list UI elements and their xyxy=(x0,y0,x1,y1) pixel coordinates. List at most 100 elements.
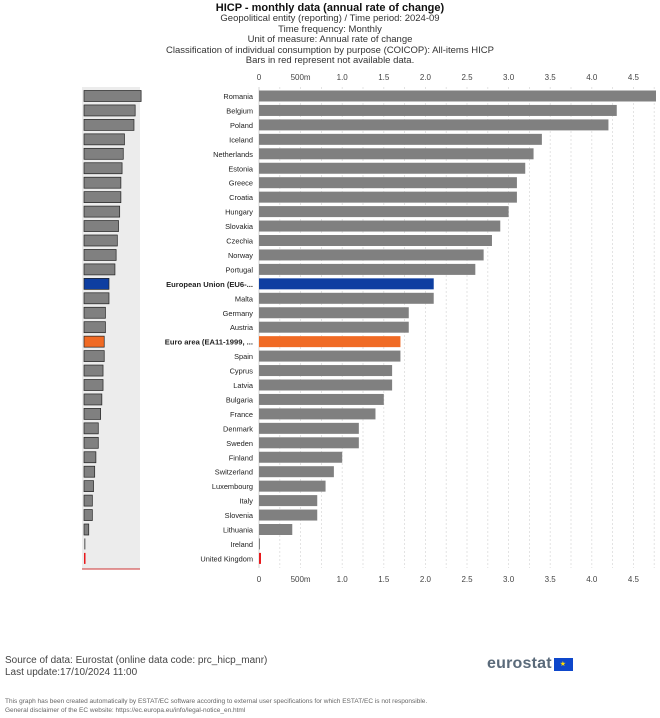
navigator-bar-6 xyxy=(83,176,122,189)
bar-16[interactable] xyxy=(259,321,409,333)
x-tick-label-top: 4.5 xyxy=(628,73,640,82)
category-label-30: Lithuania xyxy=(223,526,254,535)
x-tick-label-bottom: 3.0 xyxy=(503,575,515,584)
eu-flag-icon: ★ xyxy=(553,657,573,671)
x-tick-label-top: 3.0 xyxy=(503,73,515,82)
x-tick-label-bottom: 1.5 xyxy=(378,575,390,584)
bar-15[interactable] xyxy=(259,307,409,319)
navigator-bar-7 xyxy=(83,191,122,203)
bar-27[interactable] xyxy=(259,480,326,492)
disclaimer-line-1: This graph has been created automaticall… xyxy=(5,698,428,705)
bar-9[interactable] xyxy=(259,220,501,232)
chart-subtitle-2: Time frequency: Monthly xyxy=(278,23,382,35)
navigator-bar-29 xyxy=(83,509,93,521)
x-tick-label-top: 0 xyxy=(257,73,262,82)
category-label-24: Sweden xyxy=(226,439,253,448)
bar-13[interactable] xyxy=(259,278,434,290)
x-tick-label-top: 1.5 xyxy=(378,73,390,82)
navigator-bar-30 xyxy=(83,523,90,536)
disclaimer: This graph has been created automaticall… xyxy=(5,697,427,715)
navigator-bar-20 xyxy=(83,379,104,391)
chart-title: HICP - monthly data (annual rate of chan… xyxy=(215,2,445,14)
category-label-15: Germany xyxy=(223,309,254,318)
navigator-bar-22 xyxy=(83,408,102,420)
navigator-bar-21 xyxy=(83,393,103,406)
bar-1[interactable] xyxy=(259,104,617,116)
bar-2[interactable] xyxy=(259,119,609,131)
chart-subtitle-5: Bars in red represent not available data… xyxy=(245,55,415,66)
bar-20[interactable] xyxy=(259,379,393,391)
bar-31[interactable] xyxy=(259,538,260,550)
eurostat-logo: eurostat ★ xyxy=(487,655,573,673)
x-tick-label-top: 2.5 xyxy=(461,73,473,82)
x-tick-label-top: 1.0 xyxy=(337,73,349,82)
navigator-bar-8 xyxy=(83,205,121,218)
category-label-16: Austria xyxy=(230,323,254,332)
category-label-26: Switzerland xyxy=(215,468,253,477)
navigator-bar-11 xyxy=(83,249,117,261)
bar-28[interactable] xyxy=(259,495,318,507)
last-update-text: Last update:17/10/2024 11:00 xyxy=(5,667,138,678)
x-tick-label-bottom: 3.5 xyxy=(545,575,557,584)
category-label-2: Poland xyxy=(230,121,253,130)
source-info: Source of data: Eurostat (online data co… xyxy=(5,655,267,679)
navigator-bar-5 xyxy=(83,162,123,175)
navigator-bar-32 xyxy=(84,552,86,564)
category-label-20: Latvia xyxy=(233,381,254,390)
category-label-22: France xyxy=(230,410,253,419)
bar-14[interactable] xyxy=(259,292,434,304)
bar-7[interactable] xyxy=(259,191,517,203)
bar-17[interactable] xyxy=(259,336,401,348)
category-label-4: Netherlands xyxy=(213,150,253,159)
bar-24[interactable] xyxy=(259,437,359,449)
chart-subtitle-4: Classification of individual consumption… xyxy=(166,44,494,56)
navigator-bar-1 xyxy=(83,104,136,117)
bar-3[interactable] xyxy=(259,133,542,145)
x-tick-label-top: 500m xyxy=(291,73,311,82)
x-tick-label-top: 2.0 xyxy=(420,73,432,82)
bar-32[interactable] xyxy=(259,552,261,564)
x-tick-label-bottom: 2.5 xyxy=(461,575,473,584)
bar-5[interactable] xyxy=(259,162,526,174)
navigator-bar-26 xyxy=(83,465,96,478)
bar-6[interactable] xyxy=(259,177,517,189)
category-label-21: Bulgaria xyxy=(226,395,254,404)
category-label-18: Spain xyxy=(234,352,253,361)
bar-23[interactable] xyxy=(259,422,359,434)
category-label-19: Cyprus xyxy=(230,367,254,376)
bar-10[interactable] xyxy=(259,235,492,246)
category-label-13: European Union (EU6-... xyxy=(166,280,253,289)
category-label-28: Italy xyxy=(239,497,253,506)
logo-text: eurostat xyxy=(487,655,552,672)
bar-30[interactable] xyxy=(259,524,293,535)
category-label-3: Iceland xyxy=(229,135,253,144)
bar-26[interactable] xyxy=(259,466,334,478)
bar-19[interactable] xyxy=(259,365,393,377)
bar-11[interactable] xyxy=(259,249,484,261)
category-label-9: Slovakia xyxy=(225,222,254,231)
navigator-bar-28 xyxy=(83,494,93,507)
bar-12[interactable] xyxy=(259,263,476,275)
x-tick-label-top: 4.0 xyxy=(586,73,598,82)
bar-29[interactable] xyxy=(259,509,318,521)
bar-25[interactable] xyxy=(259,451,343,463)
bar-22[interactable] xyxy=(259,408,376,420)
category-label-0: Romania xyxy=(223,92,253,101)
navigator-bar-19 xyxy=(83,364,104,377)
navigator-bar-31 xyxy=(84,538,86,550)
navigator-bar-9 xyxy=(83,220,119,232)
bar-21[interactable] xyxy=(259,393,384,405)
bar-18[interactable] xyxy=(259,350,401,362)
category-label-12: Portugal xyxy=(225,265,253,274)
category-label-8: Hungary xyxy=(225,208,253,217)
bar-4[interactable] xyxy=(259,148,534,160)
navigator-bar-25 xyxy=(83,451,97,464)
navigator-bar-24 xyxy=(83,436,99,449)
bar-8[interactable] xyxy=(259,206,509,218)
bar-0[interactable] xyxy=(259,90,656,102)
category-label-11: Norway xyxy=(228,251,253,260)
navigator-bar-10 xyxy=(83,234,118,247)
chart-subtitle-3: Unit of measure: Annual rate of change xyxy=(247,34,413,45)
